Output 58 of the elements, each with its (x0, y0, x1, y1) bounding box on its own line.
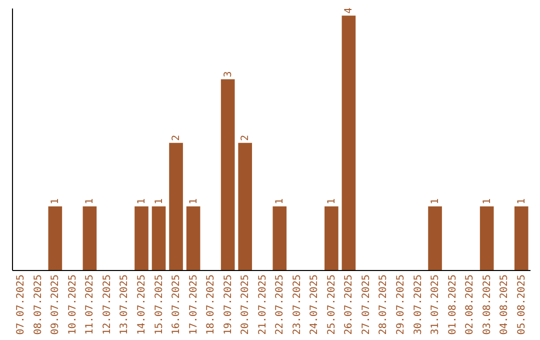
data-label: 2 (171, 134, 182, 141)
data-label: 1 (188, 198, 200, 204)
bar (272, 206, 287, 270)
x-tick-label: 24.07.2025 (309, 274, 320, 335)
x-tick-label: 23.07.2025 (292, 274, 303, 335)
x-tick-label: 16.07.2025 (171, 274, 182, 335)
bar (324, 206, 338, 270)
x-tick-label: 08.07.2025 (32, 274, 44, 335)
bar (238, 142, 252, 270)
x-tick-label: 26.07.2025 (344, 274, 355, 335)
x-tick-label: 27.07.2025 (360, 274, 372, 335)
data-label: 1 (136, 198, 148, 204)
data-label: 1 (516, 198, 528, 204)
bar (480, 206, 494, 270)
bar (152, 206, 166, 270)
x-tick-label: 28.07.2025 (378, 274, 390, 335)
x-tick-label: 30.07.2025 (412, 274, 424, 335)
data-label: 1 (84, 198, 96, 204)
bar (428, 206, 442, 270)
data-label: 1 (430, 198, 442, 204)
data-label: 2 (240, 134, 252, 141)
x-tick-label: 21.07.2025 (257, 274, 268, 335)
x-tick-label: 18.07.2025 (206, 274, 217, 335)
x-tick-label: 09.07.2025 (50, 274, 62, 335)
x-tick-label: 13.07.2025 (119, 274, 130, 335)
x-tick-label: 07.07.2025 (16, 274, 27, 335)
x-tick-label: 12.07.2025 (102, 274, 113, 335)
bar (134, 206, 148, 270)
x-tick-label: 19.07.2025 (222, 274, 234, 335)
bar (82, 206, 97, 270)
x-tick-label: 25.07.2025 (326, 274, 338, 335)
bar (169, 142, 183, 270)
bar (220, 79, 235, 270)
x-tick-label: 05.08.2025 (516, 274, 528, 335)
data-label: 1 (154, 198, 165, 204)
bar (186, 206, 200, 270)
x-tick-label: 04.08.2025 (499, 274, 510, 335)
x-tick-label: 15.07.2025 (154, 274, 165, 335)
x-tick-label: 22.07.2025 (274, 274, 286, 335)
bar (342, 16, 356, 270)
x-tick-label: 11.07.2025 (84, 274, 96, 335)
x-tick-label: 20.07.2025 (240, 274, 252, 335)
x-tick-label: 17.07.2025 (188, 274, 200, 335)
bar (48, 206, 62, 270)
x-tick-label: 14.07.2025 (136, 274, 148, 335)
bar (514, 206, 528, 270)
x-tick-label: 01.08.2025 (447, 274, 458, 335)
x-tick-label: 10.07.2025 (67, 274, 78, 335)
data-label: 1 (50, 198, 62, 204)
data-label: 1 (326, 198, 338, 204)
data-label: 3 (222, 71, 234, 78)
x-tick-label: 29.07.2025 (396, 274, 406, 335)
data-label: 1 (274, 198, 286, 204)
x-tick-label: 31.07.2025 (430, 274, 442, 335)
data-label: 4 (344, 8, 355, 14)
data-label: 1 (482, 198, 493, 204)
x-tick-label: 02.08.2025 (464, 274, 476, 335)
x-tick-label: 03.08.2025 (482, 274, 493, 335)
